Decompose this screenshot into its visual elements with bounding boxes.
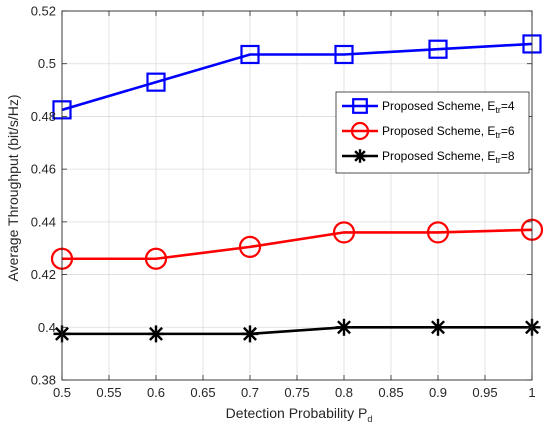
x-tick-label: 1 [528,385,535,400]
y-tick-label: 0.46 [31,162,56,177]
legend-label: Proposed Scheme, Etr=8 [382,149,515,165]
legend-label: Proposed Scheme, Etr=4 [382,99,515,115]
x-tick-label: 0.9 [429,385,447,400]
y-tick-label: 0.44 [31,214,56,229]
legend-label-subscript: tr [495,130,501,140]
data-point [147,325,165,343]
legend-marker [350,121,370,141]
asterisk-stroke [431,320,445,335]
data-point [335,318,353,336]
y-axis-label: Average Throughput (bit/s/Hz) [5,94,21,281]
data-point [332,221,356,244]
y-tick-label: 0.4 [38,320,56,335]
legend-marker [352,98,368,114]
legend-label: Proposed Scheme, Etr=6 [382,124,515,140]
grid [62,11,532,380]
x-tick-label: 0.55 [96,385,121,400]
data-point [146,72,166,92]
x-axis-label-subscript: d [367,414,372,424]
x-tick-label: 0.6 [147,385,165,400]
x-tick-label: 0.8 [335,385,353,400]
legend-label-suffix: =8 [501,149,515,163]
x-tick-label: 0.85 [378,385,403,400]
y-tick-label: 0.48 [31,109,56,124]
series-line [62,325,532,336]
y-tick-label: 0.5 [38,56,56,71]
asterisk-stroke [149,326,163,341]
x-tick-label: 0.7 [241,385,259,400]
legend-label-subscript: tr [495,155,501,165]
legend-marker [353,149,367,163]
y-tick-label: 0.38 [31,373,56,388]
asterisk-stroke [354,150,366,162]
legend-label-suffix: =6 [501,124,515,138]
data-point [144,247,168,270]
legend-label-text: Proposed Scheme, E [382,99,495,113]
data-point [426,221,450,244]
legend-entry-3: Proposed Scheme, Etr=8 [342,149,515,165]
x-axis-label: Detection Probability Pd [226,405,373,424]
x-tick-label: 0.5 [53,385,71,400]
data-point [241,325,259,343]
asterisk-stroke [337,320,351,335]
data-point [428,39,448,59]
legend-entry-1: Proposed Scheme, Etr=4 [342,98,515,115]
legend-label-suffix: =4 [501,99,515,113]
data-point [334,44,354,65]
axes [61,10,533,381]
legend-label-text: Proposed Scheme, E [382,149,495,163]
y-tick-label: 0.42 [31,267,56,282]
x-tick-label: 0.75 [284,385,309,400]
legend-label-subscript: tr [495,105,501,115]
series-line [62,228,533,261]
data-point [240,44,260,65]
x-tick-label: 0.65 [190,385,215,400]
series-3 [53,318,541,343]
legend-entry-2: Proposed Scheme, Etr=6 [342,121,515,141]
y-tick-label: 0.52 [31,4,56,19]
x-tick-label: 0.95 [472,385,497,400]
tick-labels: 0.5 0.55 0.6 0.65 0.7 0.75 0.8 0.85 0.9 0.95 1 0.38… [31,4,536,401]
legend-label-text: Proposed Scheme, E [382,124,495,138]
data-point [238,235,262,258]
data-point [429,318,447,336]
series-line [61,42,533,112]
asterisk-stroke [243,326,257,341]
x-axis-label-text: Detection Probability P [226,405,368,421]
